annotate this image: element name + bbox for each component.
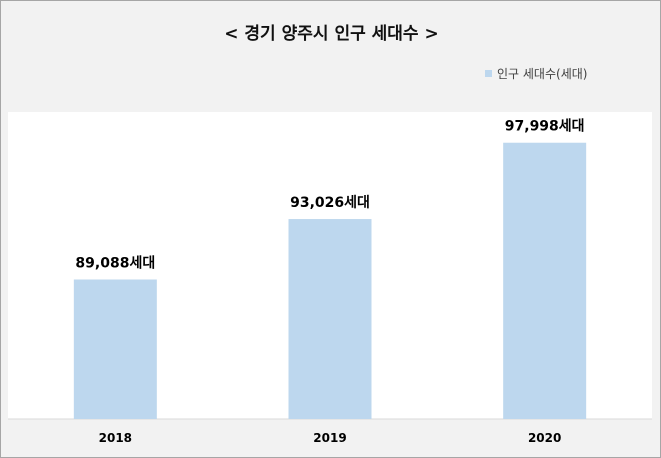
- bar-2018: [73, 279, 157, 419]
- legend-label: 인구 세대수(세대): [497, 67, 588, 81]
- bars-group: 89,088세대 2018 93,026세대 2019 97,998세대 2020: [73, 119, 587, 445]
- legend: 인구 세대수(세대): [485, 65, 587, 82]
- bar-2019: [288, 219, 372, 419]
- x-tick-label-2019: 2019: [313, 431, 346, 445]
- data-label-2019: 93,026세대: [290, 195, 370, 211]
- x-tick-label-2020: 2020: [528, 431, 561, 445]
- legend-swatch: [485, 70, 492, 77]
- x-tick-label-2018: 2018: [99, 431, 132, 445]
- data-label-2020: 97,998세대: [505, 119, 585, 135]
- bar-2020: [503, 142, 587, 419]
- chart-title: < 경기 양주시 인구 세대수 >: [224, 24, 439, 44]
- data-label-2018: 89,088세대: [75, 255, 155, 271]
